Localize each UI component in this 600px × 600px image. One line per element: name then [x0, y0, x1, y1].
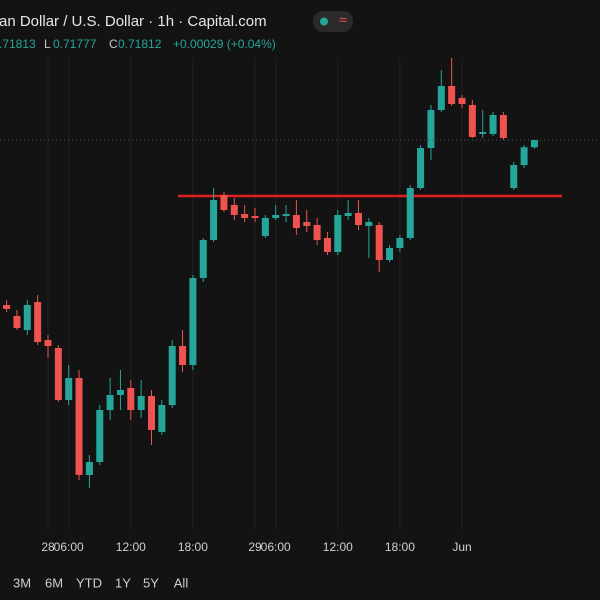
candle-body: [489, 115, 497, 134]
candle-body: [179, 346, 187, 365]
quote-high: .71813: [0, 37, 36, 51]
candle-body: [406, 188, 414, 238]
candle-body: [210, 200, 218, 240]
badge: ≈: [339, 12, 347, 28]
range-button[interactable]: YTD: [76, 575, 102, 590]
status-dot: [320, 17, 328, 26]
candle-body: [344, 213, 352, 216]
candle-body: [116, 390, 124, 395]
range-button[interactable]: 6M: [45, 575, 63, 590]
candle-body: [241, 214, 249, 218]
candle-body: [13, 316, 21, 328]
candle-body: [458, 98, 466, 104]
candle-body: [313, 225, 321, 240]
candle-body: [282, 214, 290, 216]
candle-body: [499, 115, 507, 138]
x-tick-label: 18:00: [385, 540, 415, 554]
candle-body: [448, 86, 456, 104]
range-button[interactable]: 1Y: [115, 575, 131, 590]
candle-body: [106, 395, 114, 410]
x-tick-label: 18:00: [178, 540, 208, 554]
candle-body: [417, 148, 425, 188]
candle-body: [75, 378, 83, 475]
range-button[interactable]: 3M: [13, 575, 31, 590]
candle-body: [251, 216, 259, 218]
candle-body: [261, 218, 269, 236]
range-button[interactable]: 5Y: [143, 575, 159, 590]
candle-body: [303, 222, 311, 226]
x-tick-label: 12:00: [116, 540, 146, 554]
candle-body: [85, 462, 93, 475]
candle-body: [199, 240, 207, 278]
candle-body: [54, 348, 62, 400]
plot: [0, 58, 600, 530]
x-tick-label: 12:00: [323, 540, 353, 554]
x-tick-label: 06:00: [54, 540, 84, 554]
candle-body: [137, 396, 145, 410]
candle-body: [127, 388, 135, 410]
candle-body: [168, 346, 176, 405]
x-tick-label: 29: [248, 540, 262, 554]
candle-body: [479, 132, 487, 134]
candle-body: [323, 238, 331, 252]
candle-body: [158, 405, 166, 432]
candle-body: [34, 302, 42, 342]
candle-body: [355, 213, 362, 225]
candle-body: [44, 340, 52, 346]
range-button[interactable]: All: [174, 575, 189, 590]
candle-body: [220, 195, 228, 210]
candle-body: [272, 215, 280, 218]
candle-body: [427, 110, 435, 148]
quote-change: +0.00029 (+0.04%): [173, 37, 276, 51]
candle-body: [65, 378, 73, 400]
candle-body: [468, 105, 476, 137]
candle-body: [437, 86, 445, 110]
candle-body: [510, 165, 518, 188]
candle-body: [3, 305, 11, 309]
candle-body: [189, 278, 197, 365]
candle-body: [520, 147, 528, 165]
x-tick-label: 28: [41, 540, 55, 554]
candle-body: [292, 215, 300, 228]
candle-body: [23, 305, 31, 330]
candle-body: [386, 248, 394, 260]
status-pill[interactable]: [313, 11, 353, 32]
candle-body: [396, 238, 404, 248]
candle-body: [148, 396, 155, 430]
candle-body: [230, 205, 238, 215]
quote-close: 0.71812: [118, 37, 162, 51]
candle-body: [530, 140, 538, 148]
candle-body: [375, 225, 383, 260]
chart-title: an Dollar / U.S. Dollar · 1h · Capital.c…: [0, 13, 267, 30]
quote-label: L: [44, 37, 51, 51]
candle-body: [96, 410, 104, 462]
quote-low: 0.71777: [53, 37, 97, 51]
x-tick-label: Jun: [452, 540, 471, 554]
candle-body: [365, 222, 373, 226]
quote-label: C: [109, 37, 118, 51]
candle-body: [334, 215, 342, 252]
x-tick-label: 06:00: [261, 540, 291, 554]
